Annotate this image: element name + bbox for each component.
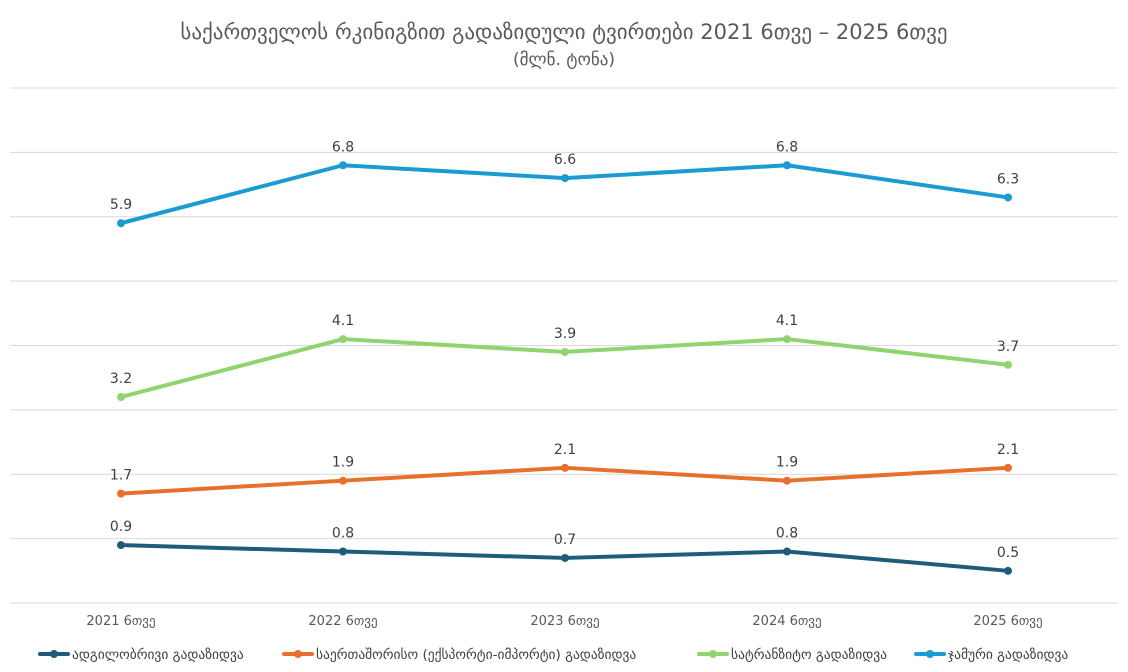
data-label: 0.5 (997, 545, 1019, 561)
legend-item: საერთაშორისო (ექსპორტი-იმპორტი) გადაზიდვ… (282, 646, 636, 663)
gridlines (10, 87, 1118, 604)
legend: ადგილობრივი გადაზიდვა საერთაშორისო (ექსპო… (38, 646, 1068, 663)
data-label: 1.9 (332, 455, 354, 471)
data-label: 5.9 (110, 197, 132, 213)
x-tick-label: 2024 6თვე (752, 614, 821, 629)
data-point (339, 476, 347, 485)
data-point (339, 161, 347, 170)
legend-item: ჯამური გადაზიდვა (914, 646, 1068, 663)
data-point (117, 541, 125, 550)
data-label: 0.7 (554, 532, 576, 548)
data-label: 4.1 (332, 313, 354, 329)
data-point (561, 347, 569, 356)
x-tick-label: 2022 6თვე (308, 614, 377, 629)
data-label: 3.7 (997, 339, 1019, 355)
data-point (783, 335, 791, 344)
legend-label: სატრანზიტო გადაზიდვა (731, 646, 887, 663)
series-1 (117, 541, 1012, 575)
data-label: 1.9 (776, 455, 798, 471)
data-label: 6.8 (332, 139, 354, 155)
data-point (783, 161, 791, 170)
data-label: 6.6 (554, 152, 576, 168)
legend-label: ჯამური გადაზიდვა (948, 646, 1068, 663)
data-point (117, 393, 125, 401)
data-label: 2.1 (554, 442, 576, 458)
legend-item: სატრანზიტო გადაზიდვა (697, 646, 887, 663)
data-point (339, 547, 347, 556)
legend-swatch-marker (50, 650, 58, 658)
data-label: 4.1 (776, 313, 798, 329)
legend-item: ადგილობრივი გადაზიდვა (38, 646, 244, 663)
chart-title: საქართველოს რკინიგზით გადაზიდული ტვირთებ… (180, 20, 947, 44)
data-point (783, 476, 791, 485)
x-tick-label: 2021 6თვე (86, 614, 155, 629)
data-label: 6.3 (997, 171, 1019, 187)
chart-subtitle: (მლნ. ტონა) (513, 50, 615, 70)
data-label: 3.2 (110, 371, 132, 387)
data-point (1004, 566, 1012, 575)
legend-swatch-marker (709, 650, 717, 658)
data-point (117, 489, 125, 498)
legend-label: საერთაშორისო (ექსპორტი-იმპორტი) გადაზიდვ… (316, 646, 636, 663)
x-axis-ticks: 2021 6თვე 2022 6თვე 2023 6თვე 2024 6თვე 2025… (86, 614, 1042, 629)
data-point (117, 219, 125, 228)
data-label: 0.8 (332, 526, 354, 542)
series-3 (117, 335, 1012, 401)
data-label: 0.8 (776, 526, 798, 542)
data-point (339, 335, 347, 344)
series-2 (117, 463, 1012, 498)
data-point (1004, 463, 1012, 472)
data-point (783, 547, 791, 556)
series-line (119, 163, 1010, 226)
legend-swatch-marker (926, 650, 934, 658)
x-tick-label: 2025 6თვე (973, 614, 1042, 629)
data-labels: 0.9 0.8 0.7 0.8 0.5 1.7 1.9 2.1 1.9 2.1 3.2 4.1 3.9 4… (110, 139, 1019, 561)
data-point (561, 174, 569, 183)
series-line (119, 337, 1010, 399)
data-label: 3.9 (554, 326, 576, 342)
x-tick-label: 2023 6თვე (530, 614, 599, 629)
series-layer (117, 161, 1012, 575)
legend-label: ადგილობრივი გადაზიდვა (72, 646, 244, 663)
data-label: 6.8 (776, 139, 798, 155)
legend-swatch-marker (294, 650, 302, 658)
data-point (1004, 360, 1012, 369)
data-label: 0.9 (110, 519, 132, 535)
data-point (1004, 193, 1012, 202)
series-4 (117, 161, 1012, 228)
data-point (561, 553, 569, 562)
data-point (561, 463, 569, 472)
data-label: 2.1 (997, 442, 1019, 458)
data-label: 1.7 (110, 468, 132, 484)
